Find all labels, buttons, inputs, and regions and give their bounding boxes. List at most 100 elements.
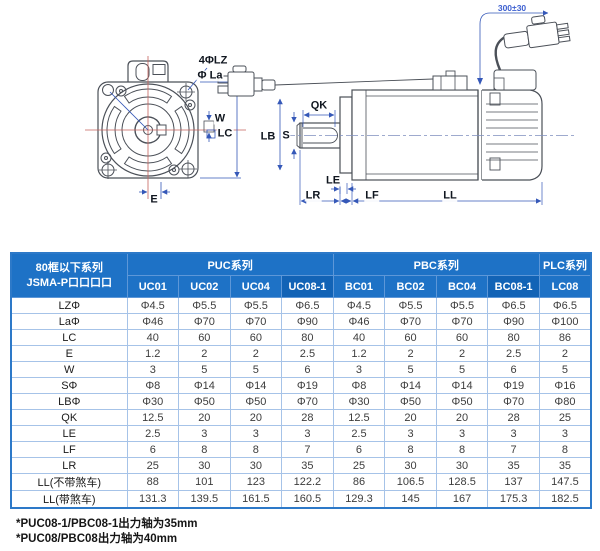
value-cell: 3 <box>229 425 283 442</box>
value-cell: 2.5 <box>487 345 540 362</box>
value-cell: Φ90 <box>487 313 540 330</box>
row-label: LaΦ <box>10 313 128 330</box>
table-row: LF 6 8 8 7 6 8 8 7 8 <box>10 441 592 458</box>
value-cell: 147.5 <box>538 473 592 491</box>
table-row: LL(不带煞车) 88 101 123 122.2 86 106.5 128.5 137 147.… <box>10 473 592 491</box>
value-cell: Φ19 <box>281 377 334 394</box>
value-cell: 139.5 <box>178 490 231 509</box>
value-cell: 28 <box>281 409 334 426</box>
table-row: E 1.2 2 2 2.5 1.2 2 2 2.5 2 <box>10 345 592 362</box>
value-cell: 182.5 <box>538 490 592 509</box>
value-cell: 5 <box>435 361 489 378</box>
row-label: W <box>10 361 128 378</box>
value-cell: 25 <box>126 457 180 474</box>
value-cell: 40 <box>126 329 180 346</box>
value-cell: 6 <box>487 361 540 378</box>
value-cell: Φ70 <box>487 393 540 410</box>
corner-header-line: 80框以下系列 <box>35 261 103 274</box>
footnote: *PUC08-1/PBC08-1出力轴为35mm <box>16 518 198 530</box>
value-cell: Φ4.5 <box>126 297 180 314</box>
value-cell: 123 <box>229 473 283 491</box>
value-cell: Φ70 <box>229 313 283 330</box>
row-label: LBΦ <box>10 393 128 410</box>
table-row: QK 12.5 20 20 28 12.5 20 20 28 25 <box>10 409 592 426</box>
value-cell: Φ80 <box>538 393 592 410</box>
value-cell: 3 <box>332 361 386 378</box>
value-cell: 3 <box>538 425 592 442</box>
value-cell: Φ50 <box>229 393 283 410</box>
table-row: LZΦ Φ4.5 Φ5.5 Φ5.5 Φ6.5 Φ4.5 Φ5.5 Φ5.5 Φ6.5 Φ6.5 <box>10 297 592 314</box>
value-cell: 131.3 <box>126 490 180 509</box>
series-header: PLC系列 <box>538 252 592 276</box>
value-cell: 80 <box>487 329 540 346</box>
row-label: E <box>10 345 128 362</box>
value-cell: Φ8 <box>126 377 180 394</box>
table-row: LL(带煞车) 131.3 139.5 161.5 160.5 129.3 145 167 17… <box>10 490 592 509</box>
value-cell: 161.5 <box>229 490 283 509</box>
value-cell: Φ16 <box>538 377 592 394</box>
value-cell: 25 <box>332 457 386 474</box>
column-header-UC04: UC04 <box>229 275 283 298</box>
row-label: QK <box>10 409 128 426</box>
value-cell: Φ14 <box>178 377 231 394</box>
value-cell: 35 <box>487 457 540 474</box>
value-cell: 5 <box>538 361 592 378</box>
value-cell: 20 <box>435 409 489 426</box>
value-cell: Φ5.5 <box>229 297 283 314</box>
value-cell: Φ46 <box>332 313 386 330</box>
motor-drawing-svg <box>85 10 575 205</box>
value-cell: Φ6.5 <box>538 297 592 314</box>
value-cell: Φ5.5 <box>384 297 437 314</box>
column-header-BC04: BC04 <box>435 275 489 298</box>
value-cell: 3 <box>435 425 489 442</box>
row-label: LE <box>10 425 128 442</box>
column-header-BC08-1: BC08-1 <box>487 275 540 298</box>
footnotes: *PUC08-1/PBC08-1出力轴为35mm *PUC08/PBC08出力轴为… <box>16 517 198 547</box>
value-cell: Φ70 <box>435 313 489 330</box>
value-cell: Φ6.5 <box>487 297 540 314</box>
value-cell: Φ30 <box>126 393 180 410</box>
value-cell: 8 <box>384 441 437 458</box>
value-cell: 3 <box>126 361 180 378</box>
value-cell: 86 <box>332 473 386 491</box>
table-corner-header: 80框以下系列 JSMA-P口口口口 <box>10 252 128 298</box>
value-cell: 5 <box>384 361 437 378</box>
table-row: LR 25 30 30 35 25 30 30 35 35 <box>10 457 592 474</box>
value-cell: 1.2 <box>332 345 386 362</box>
value-cell: 129.3 <box>332 490 386 509</box>
value-cell: Φ70 <box>384 313 437 330</box>
column-header-BC01: BC01 <box>332 275 386 298</box>
value-cell: 12.5 <box>332 409 386 426</box>
value-cell: 3 <box>487 425 540 442</box>
value-cell: 60 <box>229 329 283 346</box>
table-row: LBΦ Φ30 Φ50 Φ50 Φ70 Φ30 Φ50 Φ50 Φ70 Φ80 <box>10 393 592 410</box>
row-label: LR <box>10 457 128 474</box>
value-cell: Φ19 <box>487 377 540 394</box>
table-row: SΦ Φ8 Φ14 Φ14 Φ19 Φ8 Φ14 Φ14 Φ19 Φ16 <box>10 377 592 394</box>
column-header-LC08: LC08 <box>538 275 592 298</box>
spec-table: 80框以下系列 JSMA-P口口口口 PUC系列 PBC系列 PLC系列 UC01 UC02… <box>10 252 592 509</box>
row-label: LC <box>10 329 128 346</box>
value-cell: 101 <box>178 473 231 491</box>
value-cell: 60 <box>435 329 489 346</box>
value-cell: 25 <box>538 409 592 426</box>
value-cell: 20 <box>384 409 437 426</box>
value-cell: 2.5 <box>126 425 180 442</box>
value-cell: 122.2 <box>281 473 334 491</box>
value-cell: Φ46 <box>126 313 180 330</box>
value-cell: 2 <box>178 345 231 362</box>
value-cell: Φ14 <box>229 377 283 394</box>
series-header: PUC系列 <box>126 252 334 276</box>
value-cell: 30 <box>229 457 283 474</box>
value-cell: 7 <box>281 441 334 458</box>
value-cell: 30 <box>384 457 437 474</box>
value-cell: 12.5 <box>126 409 180 426</box>
value-cell: 145 <box>384 490 437 509</box>
value-cell: 88 <box>126 473 180 491</box>
value-cell: Φ70 <box>178 313 231 330</box>
value-cell: 5 <box>178 361 231 378</box>
value-cell: 160.5 <box>281 490 334 509</box>
value-cell: 86 <box>538 329 592 346</box>
row-label: SΦ <box>10 377 128 394</box>
side-dimensions <box>277 10 549 205</box>
